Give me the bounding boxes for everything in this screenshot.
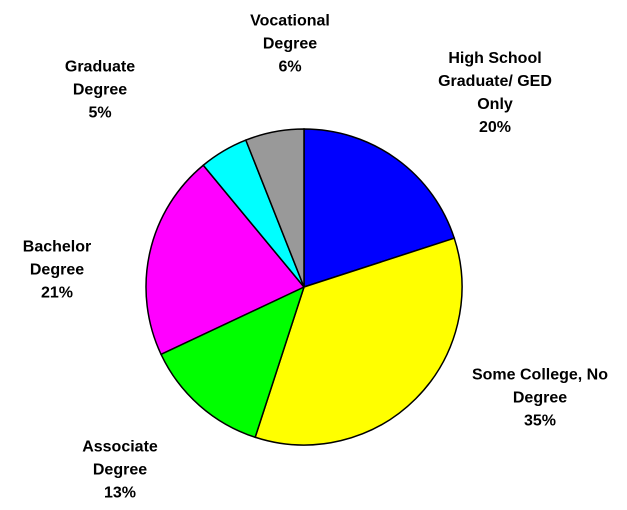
pie-slice [254, 237, 463, 446]
value-label: 35% [523, 412, 557, 430]
category-label: Associate Degree [82, 438, 158, 479]
slice-label: High School Graduate/ GED Only 20% [425, 47, 565, 139]
value-label: 21% [40, 284, 74, 302]
pie-slice [244, 128, 305, 288]
value-label: 5% [88, 104, 112, 122]
pie-slice [303, 128, 456, 289]
category-label: Graduate Degree [64, 58, 136, 99]
category-label: Some College, No Degree [471, 366, 609, 407]
slice-label: Associate Degree 13% [65, 436, 175, 505]
slice-label: Vocational Degree 6% [240, 10, 340, 79]
slice-label: Graduate Degree 5% [50, 56, 150, 125]
pie-slice [145, 164, 306, 356]
value-label: 20% [478, 119, 512, 136]
category-label: Vocational Degree [250, 12, 330, 53]
pie-slice [160, 285, 306, 439]
slice-label: Some College, No Degree 35% [470, 364, 610, 433]
value-label: 13% [103, 484, 137, 502]
category-label: High School Graduate/ GED Only [438, 50, 552, 113]
value-label: 6% [278, 58, 302, 76]
slice-label: Bachelor Degree 21% [12, 236, 102, 305]
category-label: Bachelor Degree [22, 238, 92, 279]
